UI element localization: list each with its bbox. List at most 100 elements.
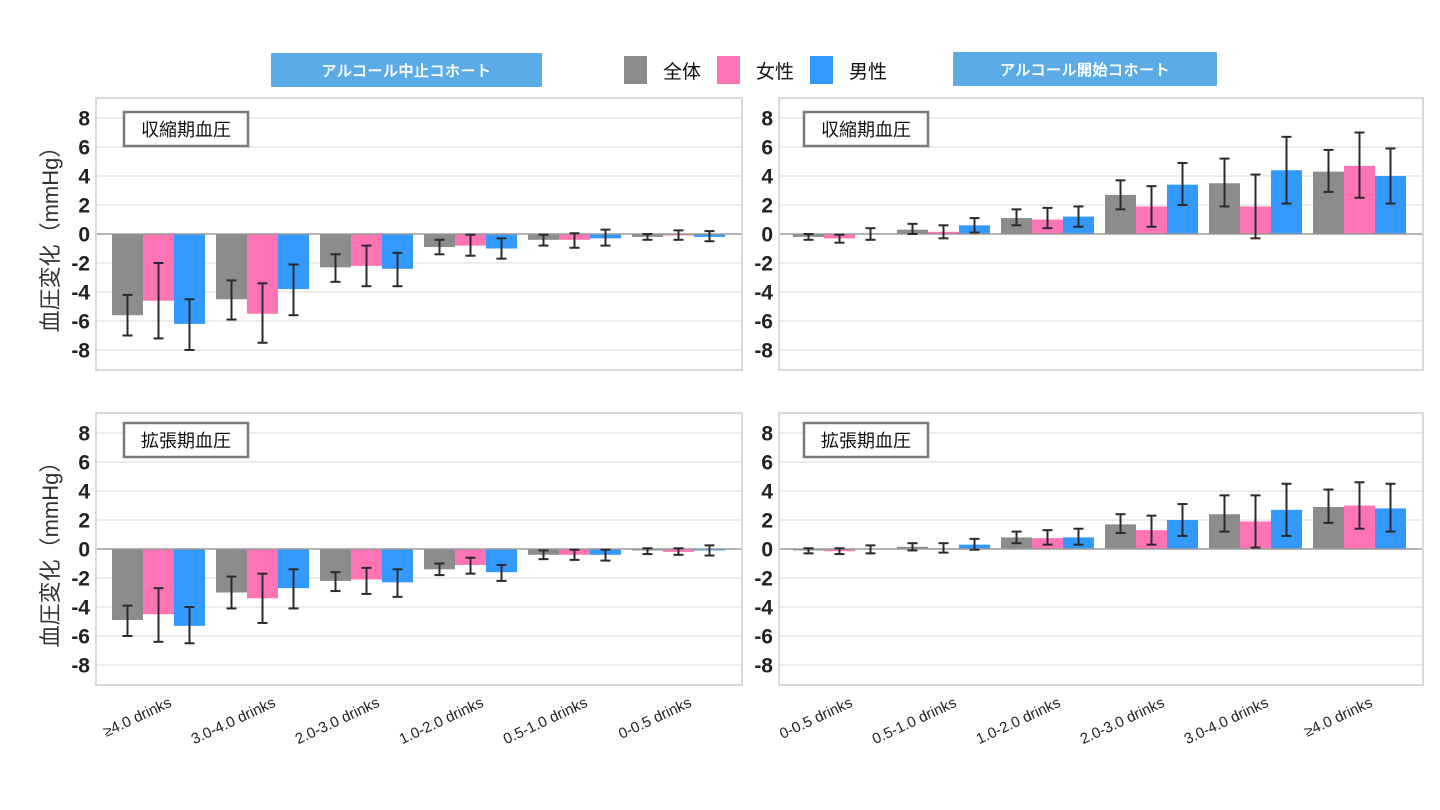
bar-女性 [455, 549, 486, 565]
error-bar [496, 237, 507, 260]
error-bar [1042, 206, 1053, 230]
error-bar [538, 549, 549, 561]
error-bar [1073, 527, 1084, 546]
bar-全体 [1209, 514, 1240, 549]
y-tick-label: -8 [71, 655, 90, 678]
y-tick-label: 4 [78, 166, 90, 189]
error-bar [153, 262, 164, 340]
y-tick-label: -4 [71, 282, 90, 305]
bar-男性 [174, 234, 205, 324]
bar-女性 [351, 234, 382, 266]
error-bar [704, 544, 715, 557]
panel-title-box [802, 110, 930, 148]
bar-男性 [382, 234, 413, 269]
bar-全体 [112, 234, 143, 316]
bar-男性 [1063, 537, 1094, 549]
error-bar [673, 547, 684, 556]
error-bar [569, 548, 580, 561]
error-bar [330, 253, 341, 283]
error-bar [803, 547, 814, 555]
bar-男性 [486, 549, 517, 573]
panel-title: 拡張期血圧 [821, 431, 911, 452]
bar-全体 [424, 234, 455, 248]
x-tick-label: 0.5-1.0 drinks [870, 694, 960, 748]
error-bar [1011, 530, 1022, 545]
bar-全体 [1209, 183, 1240, 234]
bar-全体 [112, 549, 143, 621]
bar-全体 [632, 549, 663, 551]
error-bar [1146, 185, 1157, 228]
error-bar [803, 233, 814, 241]
bar-女性 [1240, 206, 1271, 234]
y-tick-label: 8 [761, 423, 773, 446]
bar-男性 [590, 549, 621, 555]
error-bar [153, 587, 164, 643]
y-tick-label: 2 [761, 195, 773, 218]
error-bar [642, 547, 653, 556]
panel-title: 拡張期血圧 [141, 431, 231, 452]
legend-item-male: 男性 [810, 56, 887, 84]
bar-女性 [143, 549, 174, 615]
y-tick-label: 6 [761, 452, 773, 475]
y-tick-label: 0 [761, 539, 773, 562]
chart-panel-start-diastolic: 8 6 4 2 0 -2 -4 -6 -8 拡張期血圧 0-0.5 drinks 0.5-1.0 dr… [754, 412, 1424, 748]
error-bar [122, 293, 133, 337]
error-bar [184, 298, 195, 351]
error-bar [1323, 148, 1334, 193]
error-bar [257, 572, 268, 624]
error-bar [1177, 503, 1188, 537]
bar-男性 [1063, 216, 1094, 234]
bar-全体 [1313, 171, 1344, 234]
cohort-label-alcohol-stop: アルコール中止コホート [271, 53, 542, 87]
bar-女性 [824, 549, 855, 552]
bar-男性 [1375, 176, 1406, 234]
bar-女性 [351, 549, 382, 580]
cohort-label-alcohol-start: アルコール開始コホート [953, 52, 1217, 86]
x-tick-label: 0.5-1.0 drinks [501, 694, 591, 748]
bar-男性 [959, 225, 990, 234]
bar-女性 [1136, 206, 1167, 234]
bar-女性 [143, 234, 174, 301]
bar-全体 [1001, 537, 1032, 549]
y-tick-label: 4 [761, 481, 773, 504]
y-tick-label: 6 [78, 137, 90, 160]
error-bar [673, 229, 684, 241]
y-tick-label: -6 [754, 311, 773, 334]
bar-女性 [1240, 521, 1271, 549]
error-bar [257, 282, 268, 344]
y-tick-label: -2 [71, 568, 90, 591]
x-tick-label: 3.0-4.0 drinks [1182, 694, 1272, 748]
bar-全体 [320, 234, 351, 268]
y-axis-label: 血圧変化（mmHg） [38, 136, 63, 333]
legend-label-male: 男性 [849, 60, 888, 83]
error-bar [865, 544, 876, 555]
y-tick-label: 0 [78, 224, 90, 247]
plot-area [778, 412, 1424, 686]
y-tick-label: 8 [78, 108, 90, 131]
error-bar [907, 542, 918, 552]
bar-女性 [663, 234, 694, 236]
error-bar [1219, 157, 1230, 208]
x-tick-label: 1.0-2.0 drinks [397, 694, 487, 748]
bar-男性 [855, 549, 886, 550]
bar-男性 [694, 234, 725, 237]
error-bar [1281, 482, 1292, 537]
y-tick-label: 8 [761, 108, 773, 131]
bar-女性 [1136, 530, 1167, 549]
chart-panel-start-systolic: 8 6 4 2 0 -2 -4 -6 -8 収縮期血圧 [754, 97, 1424, 371]
bar-全体 [528, 549, 559, 555]
error-bar [392, 251, 403, 288]
error-bar [434, 238, 445, 256]
error-bar [465, 556, 476, 575]
bar-男性 [1167, 520, 1198, 549]
y-tick-label: -2 [754, 568, 773, 591]
bar-女性 [455, 234, 486, 246]
error-bar [1323, 488, 1334, 524]
y-tick-label: -4 [71, 597, 90, 620]
error-bar [1073, 205, 1084, 228]
error-bar [1115, 179, 1126, 211]
bar-男性 [855, 234, 886, 235]
